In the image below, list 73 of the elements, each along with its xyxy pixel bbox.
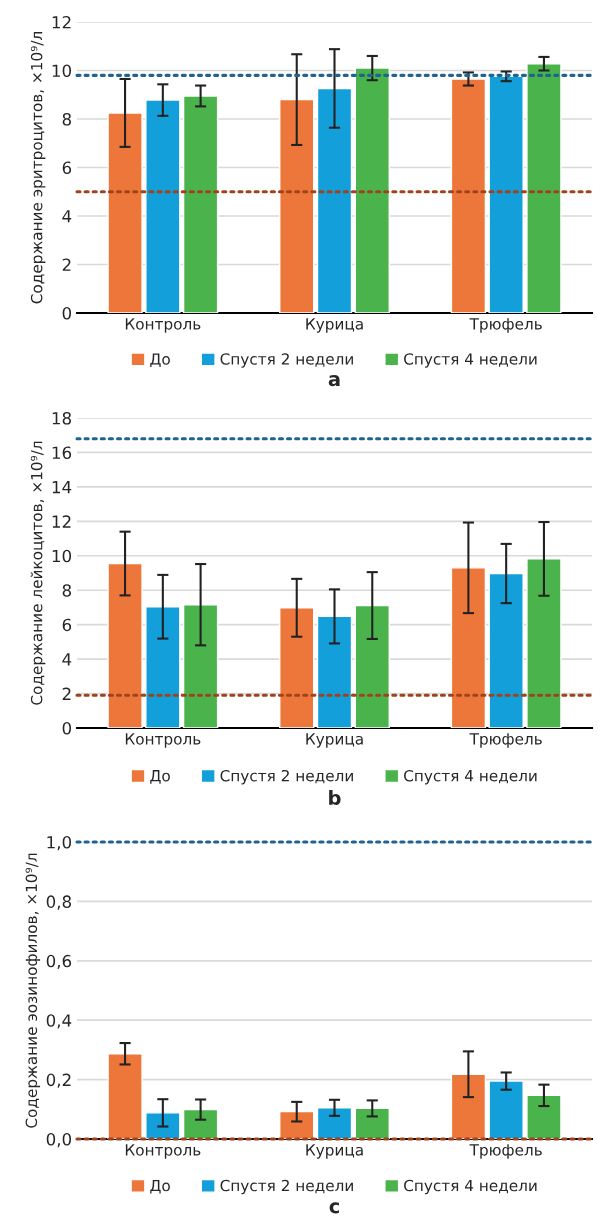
bar: [354, 604, 390, 728]
y-tick-label: 10: [52, 549, 72, 563]
bar: [526, 558, 562, 728]
y-tick-label: 0,6: [46, 954, 72, 970]
y-tick-label: 6: [62, 161, 72, 175]
y-tick-label: 4: [62, 653, 72, 666]
bar: [526, 63, 562, 313]
y-tick-label: 0,4: [46, 1014, 72, 1029]
y-tick-label: 1,0: [47, 835, 72, 851]
y-tick-label: 18: [52, 411, 71, 425]
bar: [279, 98, 315, 313]
x-tick-label: Курица: [306, 318, 363, 333]
legend-label: До: [150, 1179, 170, 1194]
y-tick-label: 6: [62, 618, 72, 632]
y-tick-label: 8: [62, 112, 71, 126]
x-tick-label: Контроль: [125, 733, 201, 748]
y-tick-label: 10: [52, 64, 72, 78]
y-tick-label: 2: [62, 687, 71, 700]
bar: [107, 112, 143, 313]
bar: [107, 1053, 143, 1139]
legend-label: До: [150, 353, 170, 367]
y-tick-label: 0,8: [46, 895, 71, 910]
bar: [145, 99, 181, 313]
y-axis-title: Содержание эритроцитов, ×10⁹/л: [30, 32, 46, 304]
y-axis-title: Содержание эозинофилов, ×10⁹/л: [25, 853, 41, 1128]
x-tick-label: Трюфель: [469, 318, 542, 333]
bar: [354, 67, 390, 313]
text: b: [329, 790, 341, 806]
bar: [316, 615, 353, 728]
legend-label: Спустя 4 недели: [404, 769, 537, 785]
bar: [182, 603, 219, 728]
bar: [182, 95, 219, 313]
bar: [526, 1094, 562, 1139]
y-tick-label: 16: [52, 446, 72, 460]
y-tick-label: 0,2: [46, 1073, 71, 1088]
y-tick-label: 14: [52, 481, 72, 494]
y-tick-label: 12: [52, 15, 71, 29]
bar: [182, 1108, 219, 1139]
bar: [354, 1107, 390, 1139]
x-tick-label: Курица: [306, 1144, 363, 1159]
y-tick-label: 12: [52, 515, 71, 528]
legend-label: Спустя 2 недели: [220, 353, 353, 368]
text: a: [328, 375, 340, 387]
y-axis-title: Содержание лейкоцитов, ×10⁹/л: [30, 441, 46, 705]
y-tick-label: 0: [62, 721, 72, 735]
bar: [450, 1073, 487, 1139]
text: c: [329, 1202, 339, 1214]
x-tick-label: Контроль: [125, 318, 201, 333]
y-tick-label: 2: [62, 258, 71, 271]
y-tick-label: 4: [62, 210, 72, 223]
legend-label: Спустя 2 недели: [220, 769, 353, 785]
bar: [450, 567, 487, 728]
bar: [488, 572, 524, 728]
legend-label: До: [150, 770, 170, 784]
bar: [279, 607, 315, 728]
bar: [450, 78, 487, 313]
bar: [279, 1110, 315, 1139]
legend-label: Спустя 4 недели: [404, 353, 537, 368]
bar: [145, 606, 181, 728]
x-tick-label: Контроль: [125, 1144, 201, 1159]
bar: [316, 1107, 353, 1139]
bar: [488, 75, 524, 313]
y-tick-label: 0: [62, 306, 72, 320]
legend-label: Спустя 2 недели: [220, 1179, 353, 1195]
y-tick-label: 8: [62, 584, 71, 597]
y-tick-label: 0,0: [46, 1132, 72, 1148]
x-tick-label: Курица: [306, 733, 363, 748]
bar: [107, 562, 143, 728]
legend-label: Спустя 4 недели: [404, 1179, 537, 1195]
x-tick-label: Трюфель: [469, 1144, 542, 1159]
x-tick-label: Трюфель: [469, 733, 542, 748]
bar: [488, 1080, 524, 1139]
bar: [316, 87, 353, 313]
